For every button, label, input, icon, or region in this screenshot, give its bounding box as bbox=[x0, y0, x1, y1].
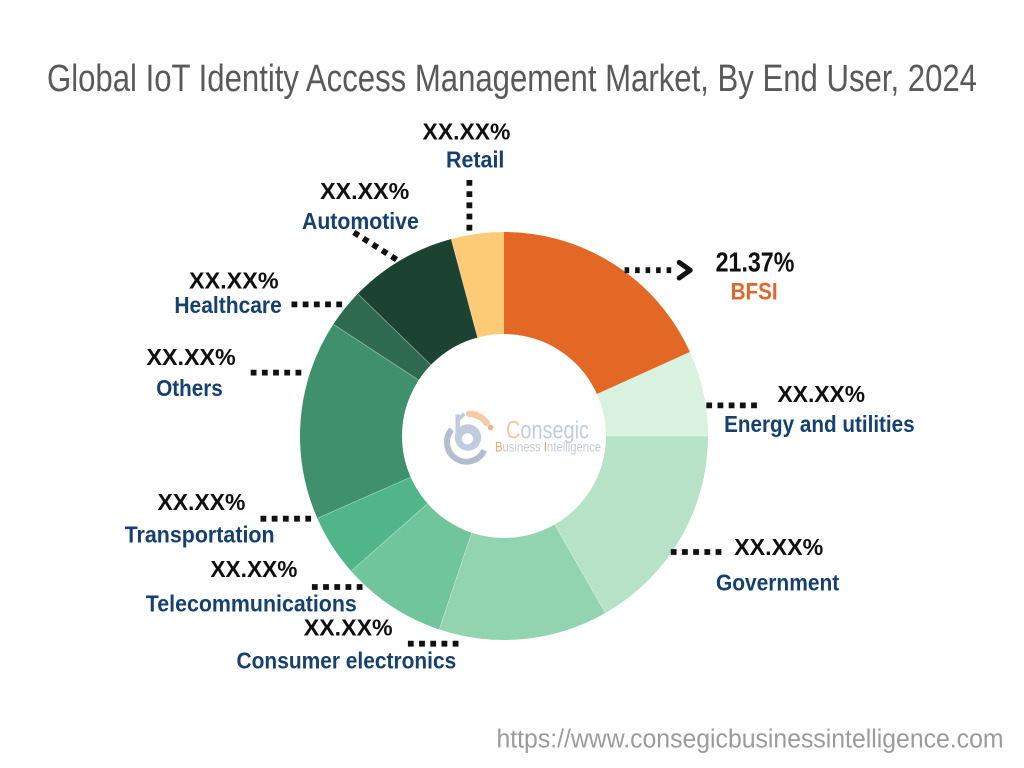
svg-text:Retail: Retail bbox=[446, 147, 504, 173]
svg-text:Others: Others bbox=[156, 375, 223, 401]
svg-text:XX.XX%: XX.XX% bbox=[778, 381, 866, 407]
svg-text:XX.XX%: XX.XX% bbox=[189, 267, 279, 293]
svg-text:XX.XX%: XX.XX% bbox=[210, 556, 297, 582]
svg-text:Government: Government bbox=[716, 570, 840, 596]
svg-text:XX.XX%: XX.XX% bbox=[147, 344, 236, 370]
svg-text:XX.XX%: XX.XX% bbox=[423, 118, 511, 144]
svg-text:Telecommunications: Telecommunications bbox=[146, 590, 357, 616]
svg-text:Consumer electronics: Consumer electronics bbox=[237, 648, 457, 674]
svg-text:Transportation: Transportation bbox=[125, 521, 275, 547]
svg-text:Healthcare: Healthcare bbox=[174, 292, 281, 318]
svg-text:https://www.consegicbusinessin: https://www.consegicbusinessintelligence… bbox=[497, 726, 1004, 754]
svg-text:XX.XX%: XX.XX% bbox=[304, 615, 393, 641]
svg-text:XX.XX%: XX.XX% bbox=[157, 489, 245, 515]
svg-text:Consegic: Consegic bbox=[506, 416, 589, 444]
svg-text:XX.XX%: XX.XX% bbox=[320, 178, 409, 204]
svg-text:Business Intelligence: Business Intelligence bbox=[495, 439, 601, 455]
svg-text:XX.XX%: XX.XX% bbox=[734, 534, 823, 560]
svg-text:Automotive: Automotive bbox=[302, 208, 419, 234]
svg-text:Energy and utilities: Energy and utilities bbox=[724, 411, 915, 437]
svg-text:21.37%: 21.37% bbox=[716, 247, 795, 278]
svg-text:BFSI: BFSI bbox=[731, 279, 778, 306]
svg-text:Global IoT Identity Access Man: Global IoT Identity Access Management Ma… bbox=[47, 58, 977, 100]
